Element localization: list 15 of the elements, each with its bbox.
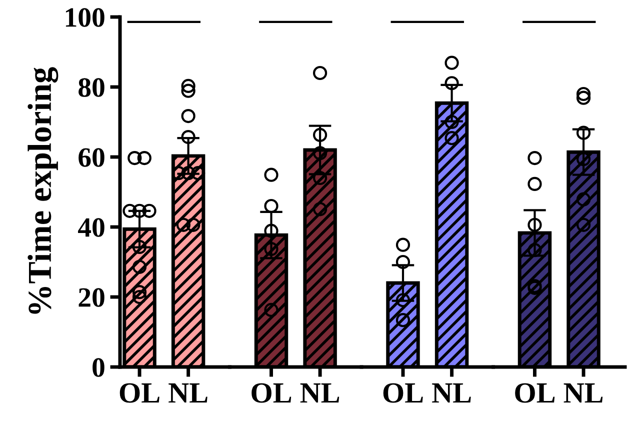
x-tick-label: OL xyxy=(120,383,160,403)
x-tick-label: NL xyxy=(168,383,208,403)
y-tick-label: 80 xyxy=(78,78,104,97)
y-tick-label: 100 xyxy=(66,8,104,27)
y-tick-label: 60 xyxy=(78,148,104,167)
y-axis-title: %Time exploring xyxy=(28,67,58,314)
x-tick-label: OL xyxy=(515,383,555,403)
y-tick-label: 40 xyxy=(78,218,104,237)
y-tick-label: 0 xyxy=(92,358,104,377)
x-tick-label: NL xyxy=(300,383,340,403)
x-tick-label: NL xyxy=(564,383,603,403)
x-tick-label: OL xyxy=(252,383,292,403)
x-tick-label: NL xyxy=(432,383,471,403)
y-tick-label: 20 xyxy=(78,288,104,307)
x-tick-label: OL xyxy=(383,383,423,403)
